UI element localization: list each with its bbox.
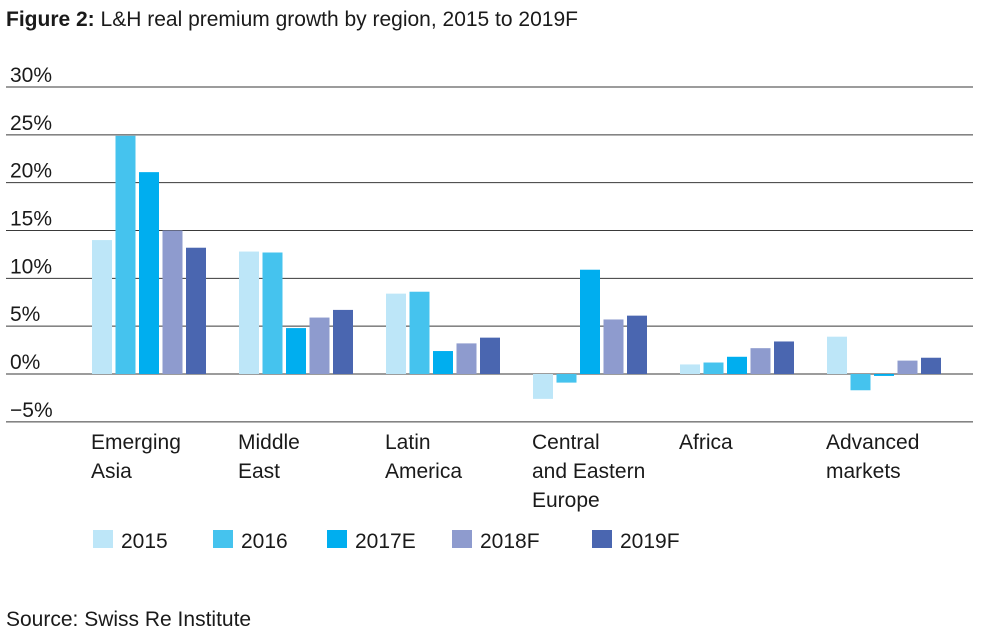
y-tick-label: −5% — [10, 399, 53, 422]
bar-2015 — [827, 336, 847, 374]
legend-label: 2019F — [620, 530, 680, 553]
legend-label: 2015 — [121, 530, 168, 553]
bar-2016 — [409, 291, 430, 374]
bar-2015 — [533, 374, 553, 399]
y-tick-label: 5% — [10, 303, 40, 326]
bar-2016 — [262, 252, 283, 374]
category-label: Asia — [91, 460, 132, 483]
bar-2018f — [162, 230, 183, 374]
bar-2015 — [92, 240, 112, 374]
figure-title-text: L&H real premium growth by region, 2015 … — [100, 8, 578, 31]
category-label: Advanced — [826, 431, 919, 454]
bar-2019f — [921, 357, 941, 374]
legend-label: 2018F — [480, 530, 540, 553]
bar-2016 — [556, 374, 577, 383]
legend-swatch — [213, 530, 233, 548]
bar-2015 — [680, 364, 700, 374]
y-tick-label: 20% — [10, 160, 52, 183]
legend-label: 2016 — [241, 530, 288, 553]
legend-swatch — [452, 530, 472, 548]
bar-2019f — [480, 337, 500, 374]
category-label: America — [385, 460, 462, 483]
legend-label: 2017E — [355, 530, 416, 553]
category-label: Latin — [385, 431, 431, 454]
bar-2016 — [703, 362, 724, 374]
category-label: Emerging — [91, 431, 181, 454]
y-tick-label: 30% — [10, 64, 52, 87]
category-label: East — [238, 460, 280, 483]
bar-2019f — [333, 309, 353, 374]
category-label: Middle — [238, 431, 300, 454]
figure-label: Figure 2: — [6, 8, 95, 31]
bar-2017e — [433, 351, 453, 374]
bar-2018f — [456, 343, 477, 374]
bar-2016 — [115, 135, 136, 374]
category-label: Central — [532, 431, 600, 454]
chart-title: Figure 2: L&H real premium growth by reg… — [6, 8, 578, 32]
bar-2017e — [580, 269, 600, 374]
bar-2018f — [897, 360, 918, 374]
source-note: Source: Swiss Re Institute — [6, 608, 252, 631]
bar-2015 — [386, 293, 406, 374]
category-label: and Eastern — [532, 460, 645, 483]
bar-2018f — [750, 348, 771, 374]
category-label: markets — [826, 460, 901, 483]
bar-2019f — [627, 315, 647, 374]
legend-swatch — [592, 530, 612, 548]
y-tick-label: 0% — [10, 351, 40, 374]
bar-2017e — [727, 356, 747, 374]
bar-2015 — [239, 251, 259, 374]
bar-2017e — [139, 172, 159, 374]
y-tick-label: 15% — [10, 208, 52, 231]
bar-2018f — [603, 319, 624, 374]
bar-2017e — [874, 374, 894, 376]
category-label: Europe — [532, 489, 600, 512]
category-label: Africa — [679, 431, 733, 454]
bar-2019f — [774, 341, 794, 374]
legend-swatch — [327, 530, 347, 548]
bar-2018f — [309, 317, 330, 374]
bar-2016 — [850, 374, 871, 391]
bar-2019f — [186, 247, 206, 374]
legend-swatch — [93, 530, 113, 548]
bar-2017e — [286, 328, 306, 374]
y-tick-label: 10% — [10, 255, 52, 278]
y-tick-label: 25% — [10, 112, 52, 135]
